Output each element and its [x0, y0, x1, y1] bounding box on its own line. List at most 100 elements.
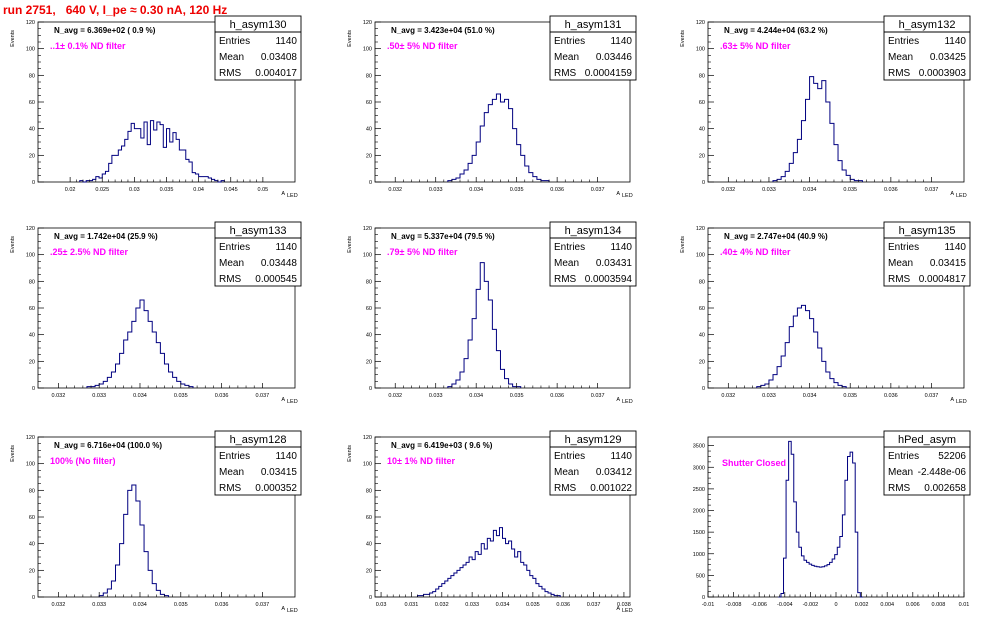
x-tick-label: -0.004	[777, 602, 793, 608]
x-axis-subscript: LED	[622, 193, 633, 199]
x-tick-label: 0.036	[550, 393, 564, 399]
y-tick-label: 40	[366, 127, 372, 133]
x-tick-label: 0.032	[52, 393, 66, 399]
stats-box	[883, 15, 971, 81]
y-tick-label: 80	[699, 73, 705, 79]
filter-annotation: ..1± 0.1% ND filter	[50, 41, 126, 51]
y-tick-label: 100	[696, 253, 705, 259]
y-tick-label: 3000	[693, 465, 705, 471]
y-tick-label: 500	[696, 573, 705, 579]
stats-rms-label: RMS	[554, 483, 577, 494]
x-tick-label: 0.035	[174, 393, 188, 399]
histogram-line	[447, 93, 550, 182]
stats-mean-value: 0.03446	[596, 52, 633, 63]
y-tick-label: 20	[699, 153, 705, 159]
histogram-line	[778, 440, 863, 598]
stats-entries-label: Entries	[554, 36, 585, 47]
x-tick-label: 0.034	[469, 393, 483, 399]
y-tick-label: 120	[363, 226, 372, 232]
stats-box	[214, 430, 302, 496]
x-tick-label: 0.037	[255, 602, 269, 608]
x-axis-subscript: LED	[956, 193, 967, 199]
stats-rms-label: RMS	[554, 274, 577, 285]
x-tick-label: -0.002	[803, 602, 819, 608]
pad-hPed_asym: -0.01 -0.008 -0.006 -0.004 -0.002 0 0.002 0.004…	[693, 430, 971, 608]
y-tick-label: 40	[29, 127, 35, 133]
y-tick-label: 20	[699, 359, 705, 365]
histogram-line	[417, 527, 561, 597]
x-tick-label: 0.004	[880, 602, 894, 608]
stats-box	[549, 430, 637, 496]
histogram-name: h_asym129	[565, 434, 622, 446]
stats-entries-label: Entries	[554, 242, 585, 253]
x-axis-title: A	[616, 191, 620, 197]
x-tick-label: 0.032	[388, 187, 402, 193]
stats-entries-value: 52206	[938, 451, 966, 462]
stats-entries-label: Entries	[888, 242, 919, 253]
stats-mean-label: Mean	[888, 467, 913, 478]
stats-rms-label: RMS	[219, 68, 242, 79]
y-tick-label: 100	[26, 47, 35, 53]
y-tick-label: 80	[29, 279, 35, 285]
y-tick-label: 0	[369, 180, 372, 186]
y-tick-label: 0	[32, 386, 35, 392]
stats-rms-label: RMS	[554, 68, 577, 79]
x-tick-label: 0.006	[906, 602, 920, 608]
histogram-line	[79, 120, 225, 183]
stats-mean-label: Mean	[219, 52, 244, 63]
pad-h_asym131: 0.032 0.033 0.034 0.035 0.036 0.037 0 20 40 60 80 1…	[347, 15, 637, 199]
filter-annotation: .50± 5% ND filter	[387, 41, 458, 51]
filter-annotation: .25± 2.5% ND filter	[50, 247, 128, 257]
stats-mean-label: Mean	[554, 467, 579, 478]
y-tick-label: 2500	[693, 487, 705, 493]
y-tick-label: 3500	[693, 444, 705, 450]
x-tick-label: 0.033	[92, 393, 106, 399]
y-axis-title: Events	[347, 30, 353, 47]
stats-rms-label: RMS	[219, 483, 242, 494]
x-tick-label: 0.002	[855, 602, 869, 608]
x-tick-label: 0.036	[550, 187, 564, 193]
stats-box	[549, 221, 637, 287]
y-tick-label: 100	[363, 47, 372, 53]
stats-entries-label: Entries	[219, 242, 250, 253]
y-tick-label: 40	[29, 542, 35, 548]
x-tick-label: 0.034	[803, 187, 817, 193]
histogram-line	[98, 484, 170, 597]
pad-h_asym135: 0.032 0.033 0.034 0.035 0.036 0.037 0 20 40 60 80 1…	[680, 221, 971, 405]
stats-rms-value: 0.002658	[924, 483, 966, 494]
n-avg-label: N_avg = 6.369e+02 ( 0.9 %)	[54, 26, 156, 35]
stats-entries-value: 1140	[610, 36, 632, 47]
histogram-name: h_asym128	[230, 434, 287, 446]
y-tick-label: 120	[26, 226, 35, 232]
n-avg-label: N_avg = 2.747e+04 (40.9 %)	[724, 232, 828, 241]
stats-rms-value: 0.0004817	[919, 274, 967, 285]
stats-box	[883, 221, 971, 287]
stats-rms-value: 0.000545	[255, 274, 297, 285]
y-tick-label: 120	[696, 20, 705, 26]
y-tick-label: 80	[699, 279, 705, 285]
stats-entries-value: 1140	[275, 242, 297, 253]
y-tick-label: 40	[366, 542, 372, 548]
x-tick-label: 0.036	[556, 602, 570, 608]
stats-entries-label: Entries	[219, 451, 250, 462]
stats-mean-value: -2.448e-06	[918, 467, 967, 478]
y-tick-label: 60	[366, 100, 372, 106]
x-tick-label: 0.025	[95, 187, 109, 193]
x-axis-subscript: LED	[287, 193, 298, 199]
x-axis-title: A	[281, 397, 285, 403]
y-tick-label: 40	[366, 333, 372, 339]
stats-entries-value: 1140	[944, 36, 966, 47]
stats-box	[549, 15, 637, 81]
pad-h_asym128: 0.032 0.033 0.034 0.035 0.036 0.037 0 20 40 60 80 1…	[10, 430, 302, 614]
y-tick-label: 60	[366, 306, 372, 312]
stats-rms-label: RMS	[219, 274, 242, 285]
pad-h_asym133: 0.032 0.033 0.034 0.035 0.036 0.037 0 20 40 60 80 1…	[10, 221, 302, 405]
stats-entries-label: Entries	[888, 36, 919, 47]
stats-mean-value: 0.03408	[261, 52, 298, 63]
filter-annotation: Shutter Closed	[722, 458, 786, 468]
x-tick-label: 0.032	[721, 393, 735, 399]
pad-h_asym132: 0.032 0.033 0.034 0.035 0.036 0.037 0 20 40 60 80 1…	[680, 15, 971, 199]
x-axis-title: A	[281, 191, 285, 197]
histogram-name: h_asym131	[565, 19, 622, 31]
